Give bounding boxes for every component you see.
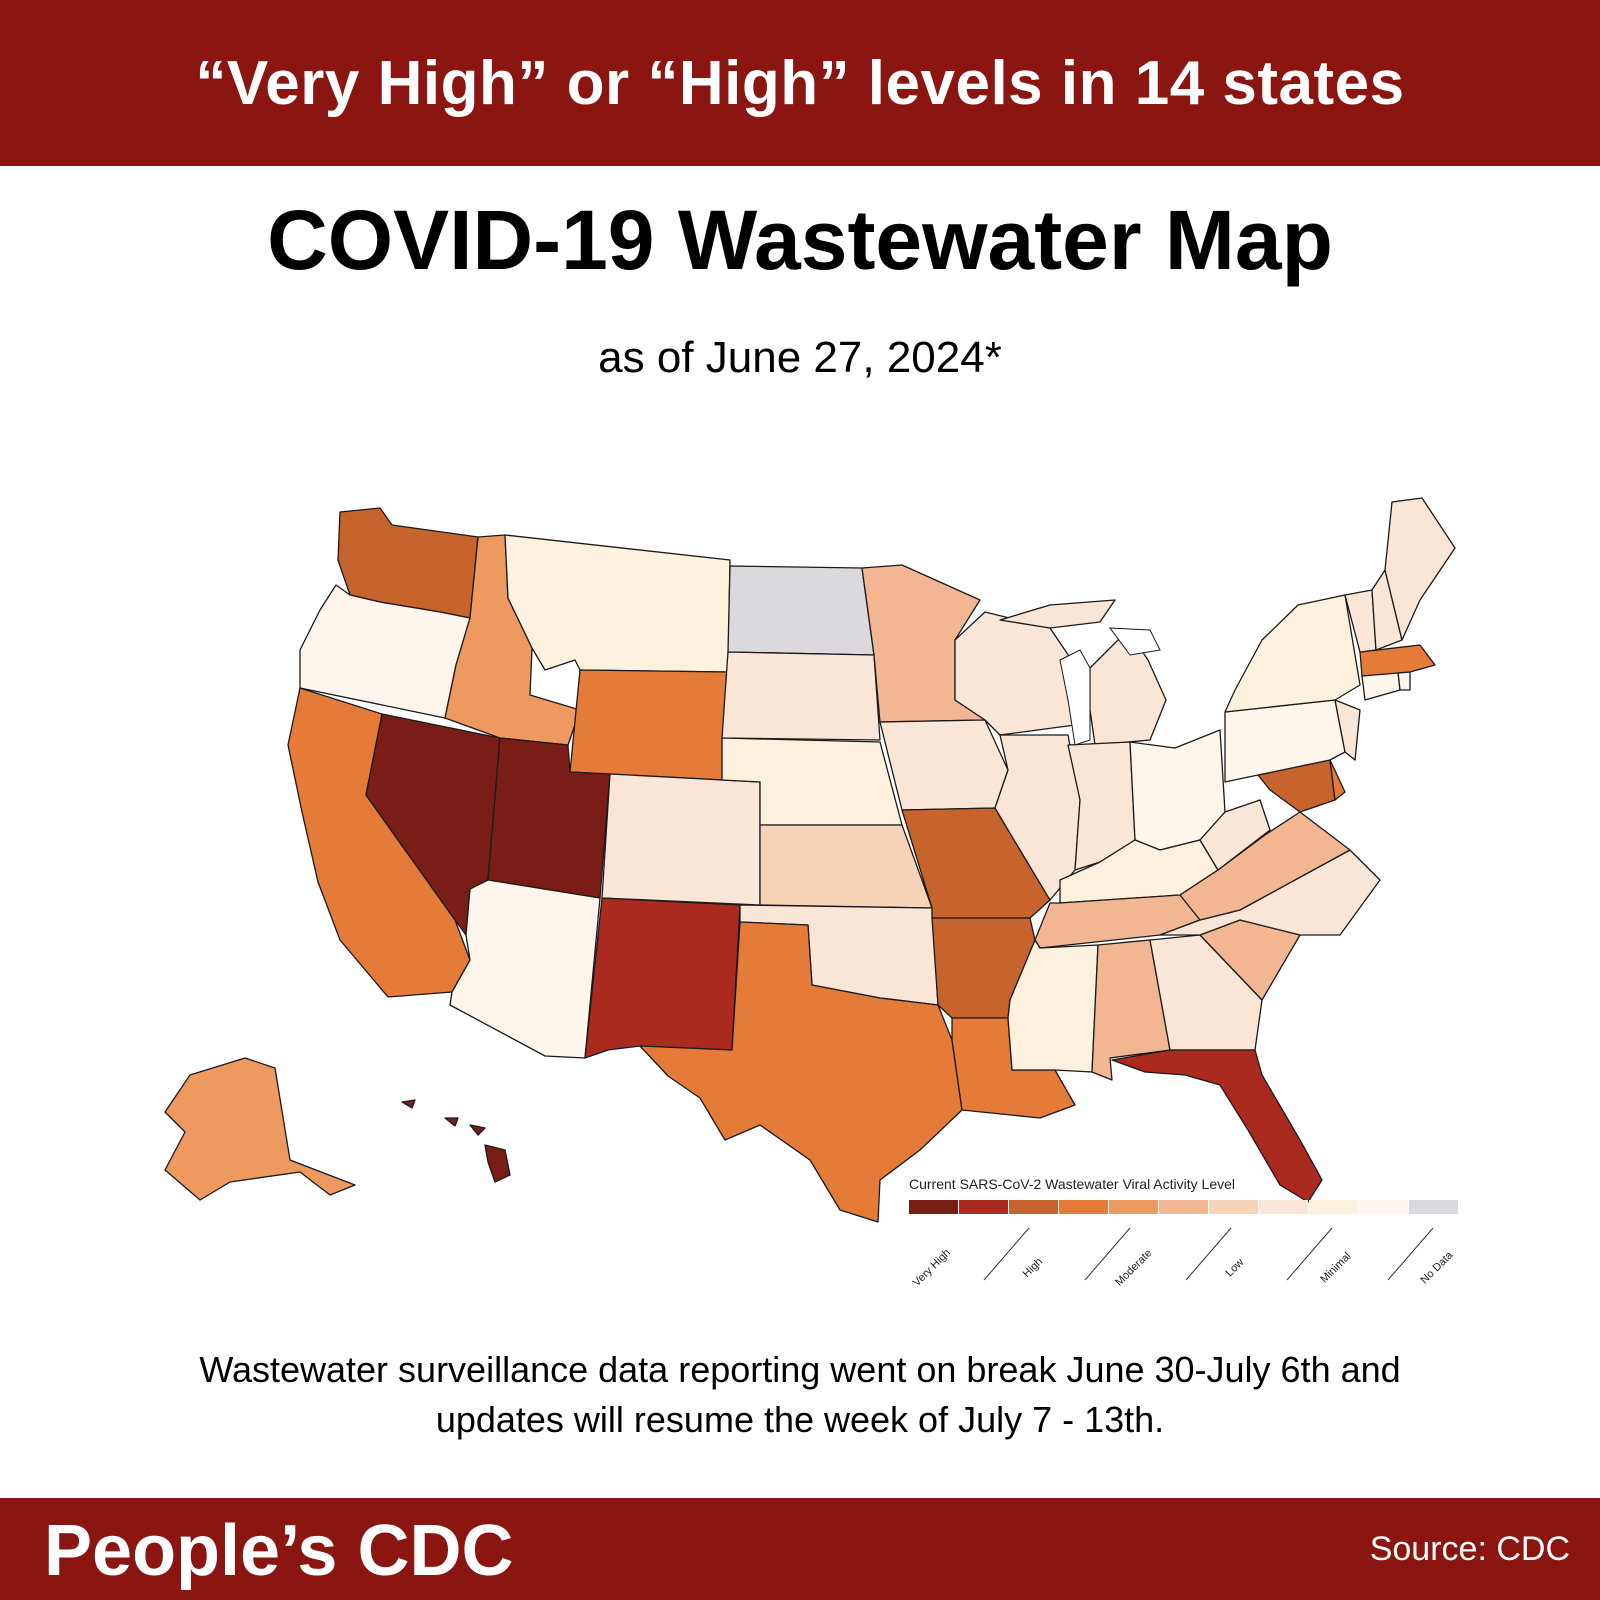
legend-swatch: [1059, 1200, 1108, 1214]
state-NM: [584, 897, 741, 1059]
legend-swatches: [909, 1200, 1458, 1214]
note-line-1: Wastewater surveillance data reporting w…: [199, 1349, 1401, 1390]
state-ND: [727, 565, 875, 656]
legend-separator: [1387, 1227, 1434, 1281]
state-MT: [504, 534, 731, 673]
legend-labels: Very High High Moderate Low Minimal No Data: [911, 1227, 1456, 1289]
legend-level-label: Minimal: [1318, 1250, 1353, 1285]
legend-swatch: [1309, 1200, 1358, 1214]
state-AK: [164, 1057, 356, 1201]
state-KS: [759, 824, 933, 909]
legend-swatch: [1359, 1200, 1408, 1214]
legend-swatch: [1109, 1200, 1158, 1214]
state-RI: [1397, 671, 1411, 691]
state-HI-4: [484, 1144, 511, 1183]
state-ME: [1384, 497, 1456, 641]
legend-level-label: Low: [1223, 1256, 1246, 1279]
legend-separator: [1084, 1227, 1131, 1281]
legend-level-label: No Data: [1418, 1249, 1456, 1287]
state-DE: [1329, 759, 1346, 801]
state-MIU: [999, 599, 1116, 629]
legend-separator: [983, 1227, 1030, 1281]
legend-separator: [1286, 1227, 1333, 1281]
state-CO: [601, 773, 761, 906]
legend-swatch: [909, 1200, 958, 1214]
headline: “Very High” or “High” levels in 14 state…: [195, 48, 1405, 118]
legend-swatch: [1409, 1200, 1458, 1214]
legend-separator: [1185, 1227, 1232, 1281]
legend-level-label: High: [1021, 1256, 1045, 1280]
legend-level-label: Very High: [911, 1247, 953, 1289]
state-HI-3: [469, 1124, 486, 1136]
legend-title: Current SARS-CoV-2 Wastewater Viral Acti…: [909, 1176, 1235, 1192]
reporting-note: Wastewater surveillance data reporting w…: [90, 1345, 1510, 1445]
state-HI-2: [444, 1117, 459, 1127]
legend: Current SARS-CoV-2 Wastewater Viral Acti…: [909, 1176, 1458, 1289]
top-banner: “Very High” or “High” levels in 14 state…: [0, 0, 1600, 166]
map-title: COVID-19 Wastewater Map: [267, 193, 1333, 287]
state-HI-1: [401, 1099, 416, 1109]
state-WV: [1199, 799, 1271, 871]
state-IA: [879, 719, 1009, 811]
state-GA: [1149, 934, 1263, 1051]
legend-swatch: [1009, 1200, 1058, 1214]
state-NY: [1224, 594, 1361, 713]
legend-swatch: [959, 1200, 1008, 1214]
state-WY: [569, 669, 729, 781]
state-SD: [721, 651, 881, 741]
map-subtitle: as of June 27, 2024*: [598, 333, 1002, 382]
legend-swatch: [1259, 1200, 1308, 1214]
state-MA: [1359, 644, 1436, 677]
state-CT: [1361, 671, 1401, 701]
legend-level-label: Moderate: [1113, 1247, 1154, 1288]
legend-swatch: [1159, 1200, 1208, 1214]
source-credit: Source: CDC: [1369, 1530, 1570, 1568]
note-line-2: updates will resume the week of July 7 -…: [435, 1399, 1165, 1440]
state-AZ: [449, 879, 601, 1059]
state-TX: [639, 921, 963, 1223]
state-NJ: [1334, 699, 1361, 761]
legend-swatch: [1209, 1200, 1258, 1214]
great-lakes: [1059, 627, 1161, 746]
footer-banner: People’s CDC Source: CDC: [0, 1498, 1600, 1600]
brand-logo: People’s CDC: [44, 1511, 514, 1591]
